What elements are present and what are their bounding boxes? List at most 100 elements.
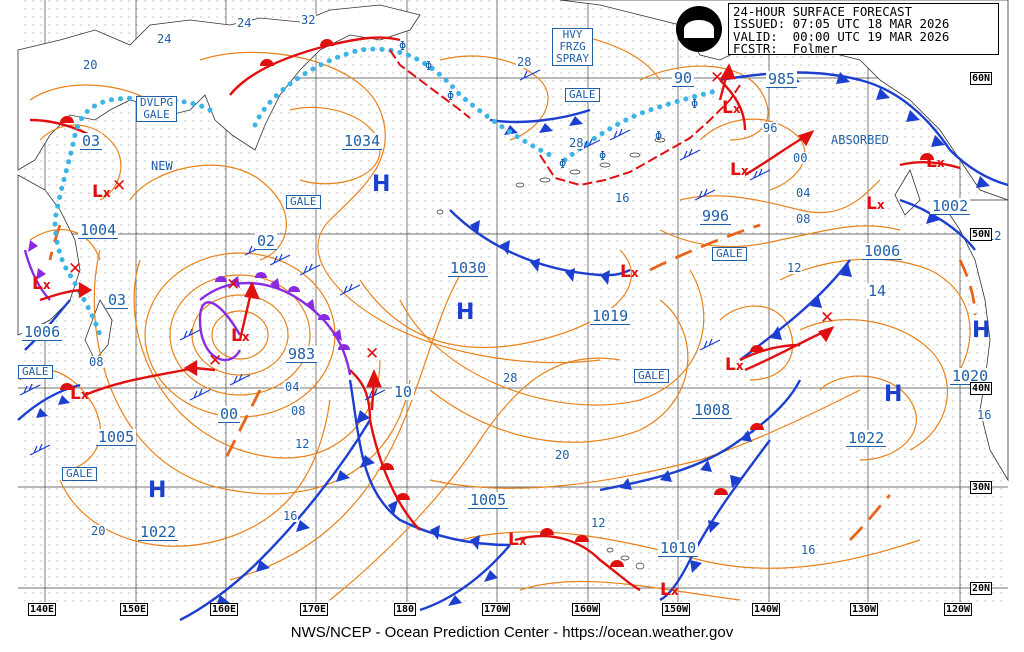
footer-credit: NWS/NCEP - Ocean Prediction Center - htt… (290, 624, 734, 641)
pressure-1030: 1030 (448, 259, 489, 277)
x-marker: ✕ (365, 344, 380, 364)
lon-label-160w: 160W (572, 603, 601, 616)
isobar-label: 16 (614, 191, 631, 205)
gale-label-mid: GALE (634, 369, 669, 383)
high-symbol-1019: H (456, 300, 475, 325)
high-symbol-1022e: H (884, 382, 903, 407)
gale-label-sw: GALE (62, 467, 97, 481)
pressure-1022e: 1022 (846, 429, 887, 447)
pressure-1006e: 1006 (862, 242, 903, 260)
lon-label-150w: 150W (662, 603, 691, 616)
pressure-14: 14 (866, 282, 889, 300)
high-symbol-1020: H (972, 318, 991, 343)
lon-label-150e: 150E (120, 603, 149, 616)
frzg-spray-area (389, 49, 741, 187)
isobar-label: 12 (294, 437, 311, 451)
x-marker: ✕ (820, 308, 835, 328)
pressure-985: 985 (766, 70, 798, 88)
high-symbol-1022w: H (148, 478, 167, 503)
noaa-bird-icon (684, 20, 714, 38)
isobar-label: 12 (786, 261, 803, 275)
low-symbol-1005w: Lx (70, 384, 89, 404)
occluded-front-symbols (28, 240, 350, 350)
isobar-label: 08 (290, 404, 307, 418)
lat-label-50n: 50N (970, 228, 993, 241)
low-symbol-1019: Lx (620, 262, 639, 282)
pressure-1008: 1008 (692, 401, 733, 419)
forecast-header-box: 24-HOUR SURFACE FORECAST ISSUED: 07:05 U… (728, 3, 999, 55)
low-symbol-996: Lx (730, 160, 749, 180)
isobar-label: 20 (90, 524, 107, 538)
frzg-spray-icon: Φ (559, 157, 567, 171)
absorbed-label: ABSORBED (831, 133, 889, 147)
isobar-label: 08 (88, 355, 105, 369)
pressure-996: 996 (700, 207, 732, 225)
header-issued: ISSUED: 07:05 UTC 18 MAR 2026 (733, 16, 950, 32)
lat-label-20n: 20N (970, 582, 993, 595)
x-marker: ✕ (208, 351, 223, 371)
gale-label-west: GALE (18, 365, 53, 379)
new-label: NEW (151, 159, 173, 173)
pressure-1004: 1004 (78, 221, 119, 239)
lon-label-160e: 160E (210, 603, 239, 616)
warm-front-bumps (60, 39, 934, 567)
pressure-1019: 1019 (590, 307, 631, 325)
header-forecaster: FCSTR: Folmer (733, 40, 838, 56)
low-symbol-985: Lx (722, 98, 741, 118)
isobar-label: 00 (792, 151, 809, 165)
pressure-1006w: 1006 (22, 323, 63, 341)
pressure-10: 10 (392, 383, 415, 401)
lat-label-40n: 40N (970, 382, 993, 395)
low-symbol-1005c: Lx (508, 530, 527, 550)
gale-label-aleutian: GALE (565, 88, 600, 102)
pressure-1005w: 1005 (96, 428, 137, 446)
frzg-spray-icon: Φ (447, 89, 455, 103)
lon-label-140w: 140W (752, 603, 781, 616)
x-marker: ✕ (226, 275, 241, 295)
low-symbol-absorbed: Lx (926, 152, 945, 172)
low-symbol-1006w: Lx (32, 274, 51, 294)
isobar-label: 12 (590, 516, 607, 530)
high-symbol-1034: H (372, 172, 391, 197)
frzg-spray-icon: Φ (655, 129, 663, 143)
frzg-spray-icon: Φ (691, 97, 699, 111)
pressure-1034: 1034 (342, 132, 383, 150)
pressure-00: 00 (218, 405, 241, 423)
isobar-label: 24 (156, 32, 173, 46)
ice-edge (52, 46, 723, 338)
isobar-label: 20 (82, 58, 99, 72)
lon-label-120w: 120W (944, 603, 973, 616)
isobar-label: 04 (795, 186, 812, 200)
lat-label-30n: 30N (970, 481, 993, 494)
pressure-02: 02 (255, 232, 278, 250)
gale-label-nw: GALE (286, 195, 321, 209)
isobar-label: 96 (762, 121, 779, 135)
pressure-03a: 03 (80, 132, 103, 150)
lon-label-140e: 140E (28, 603, 57, 616)
pressure-1002: 1002 (930, 197, 971, 215)
aleutian-islands (436, 137, 666, 570)
low-symbol-1008: Lx (725, 355, 744, 375)
isobar-label: 28 (502, 371, 519, 385)
low-symbol-983: Lx (231, 326, 250, 346)
pressure-1022w: 1022 (138, 523, 179, 541)
lon-label-180: 180 (394, 603, 417, 616)
hvy-frzg-spray-label: HVY FRZG SPRAY (552, 28, 594, 66)
isobar-label: 16 (282, 509, 299, 523)
x-marker: ✕ (710, 68, 725, 88)
isobar-label: 08 (795, 212, 812, 226)
isobar-label: 28 (568, 136, 585, 150)
header-title: 24-HOUR SURFACE FORECAST (733, 4, 913, 19)
dvlpg-gale-label: DVLPG GALE (136, 96, 178, 122)
cold-front-teeth (36, 72, 990, 606)
frzg-spray-icon: Φ (399, 39, 407, 53)
noaa-logo (676, 6, 722, 52)
lon-label-170e: 170E (300, 603, 329, 616)
pressure-1005c: 1005 (468, 491, 509, 509)
low-symbol-1004: Lx (92, 182, 111, 202)
troughs (48, 223, 977, 541)
isobar-label: 28 (516, 55, 533, 69)
isobar-label: 32 (300, 13, 317, 27)
header-valid: VALID: 00:00 UTC 19 MAR 2026 (733, 28, 950, 44)
